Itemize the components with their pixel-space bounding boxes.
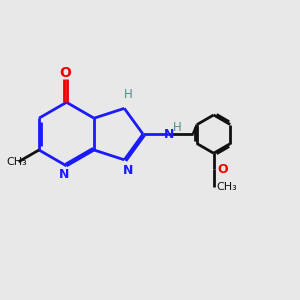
Text: CH₃: CH₃ [7,158,28,167]
Text: N: N [123,164,134,177]
Text: CH₃: CH₃ [217,182,237,191]
Text: O: O [218,163,228,176]
Text: H: H [172,121,181,134]
Text: O: O [60,66,72,80]
Text: N: N [59,168,69,181]
Text: H: H [124,88,133,101]
Text: N: N [164,128,174,141]
